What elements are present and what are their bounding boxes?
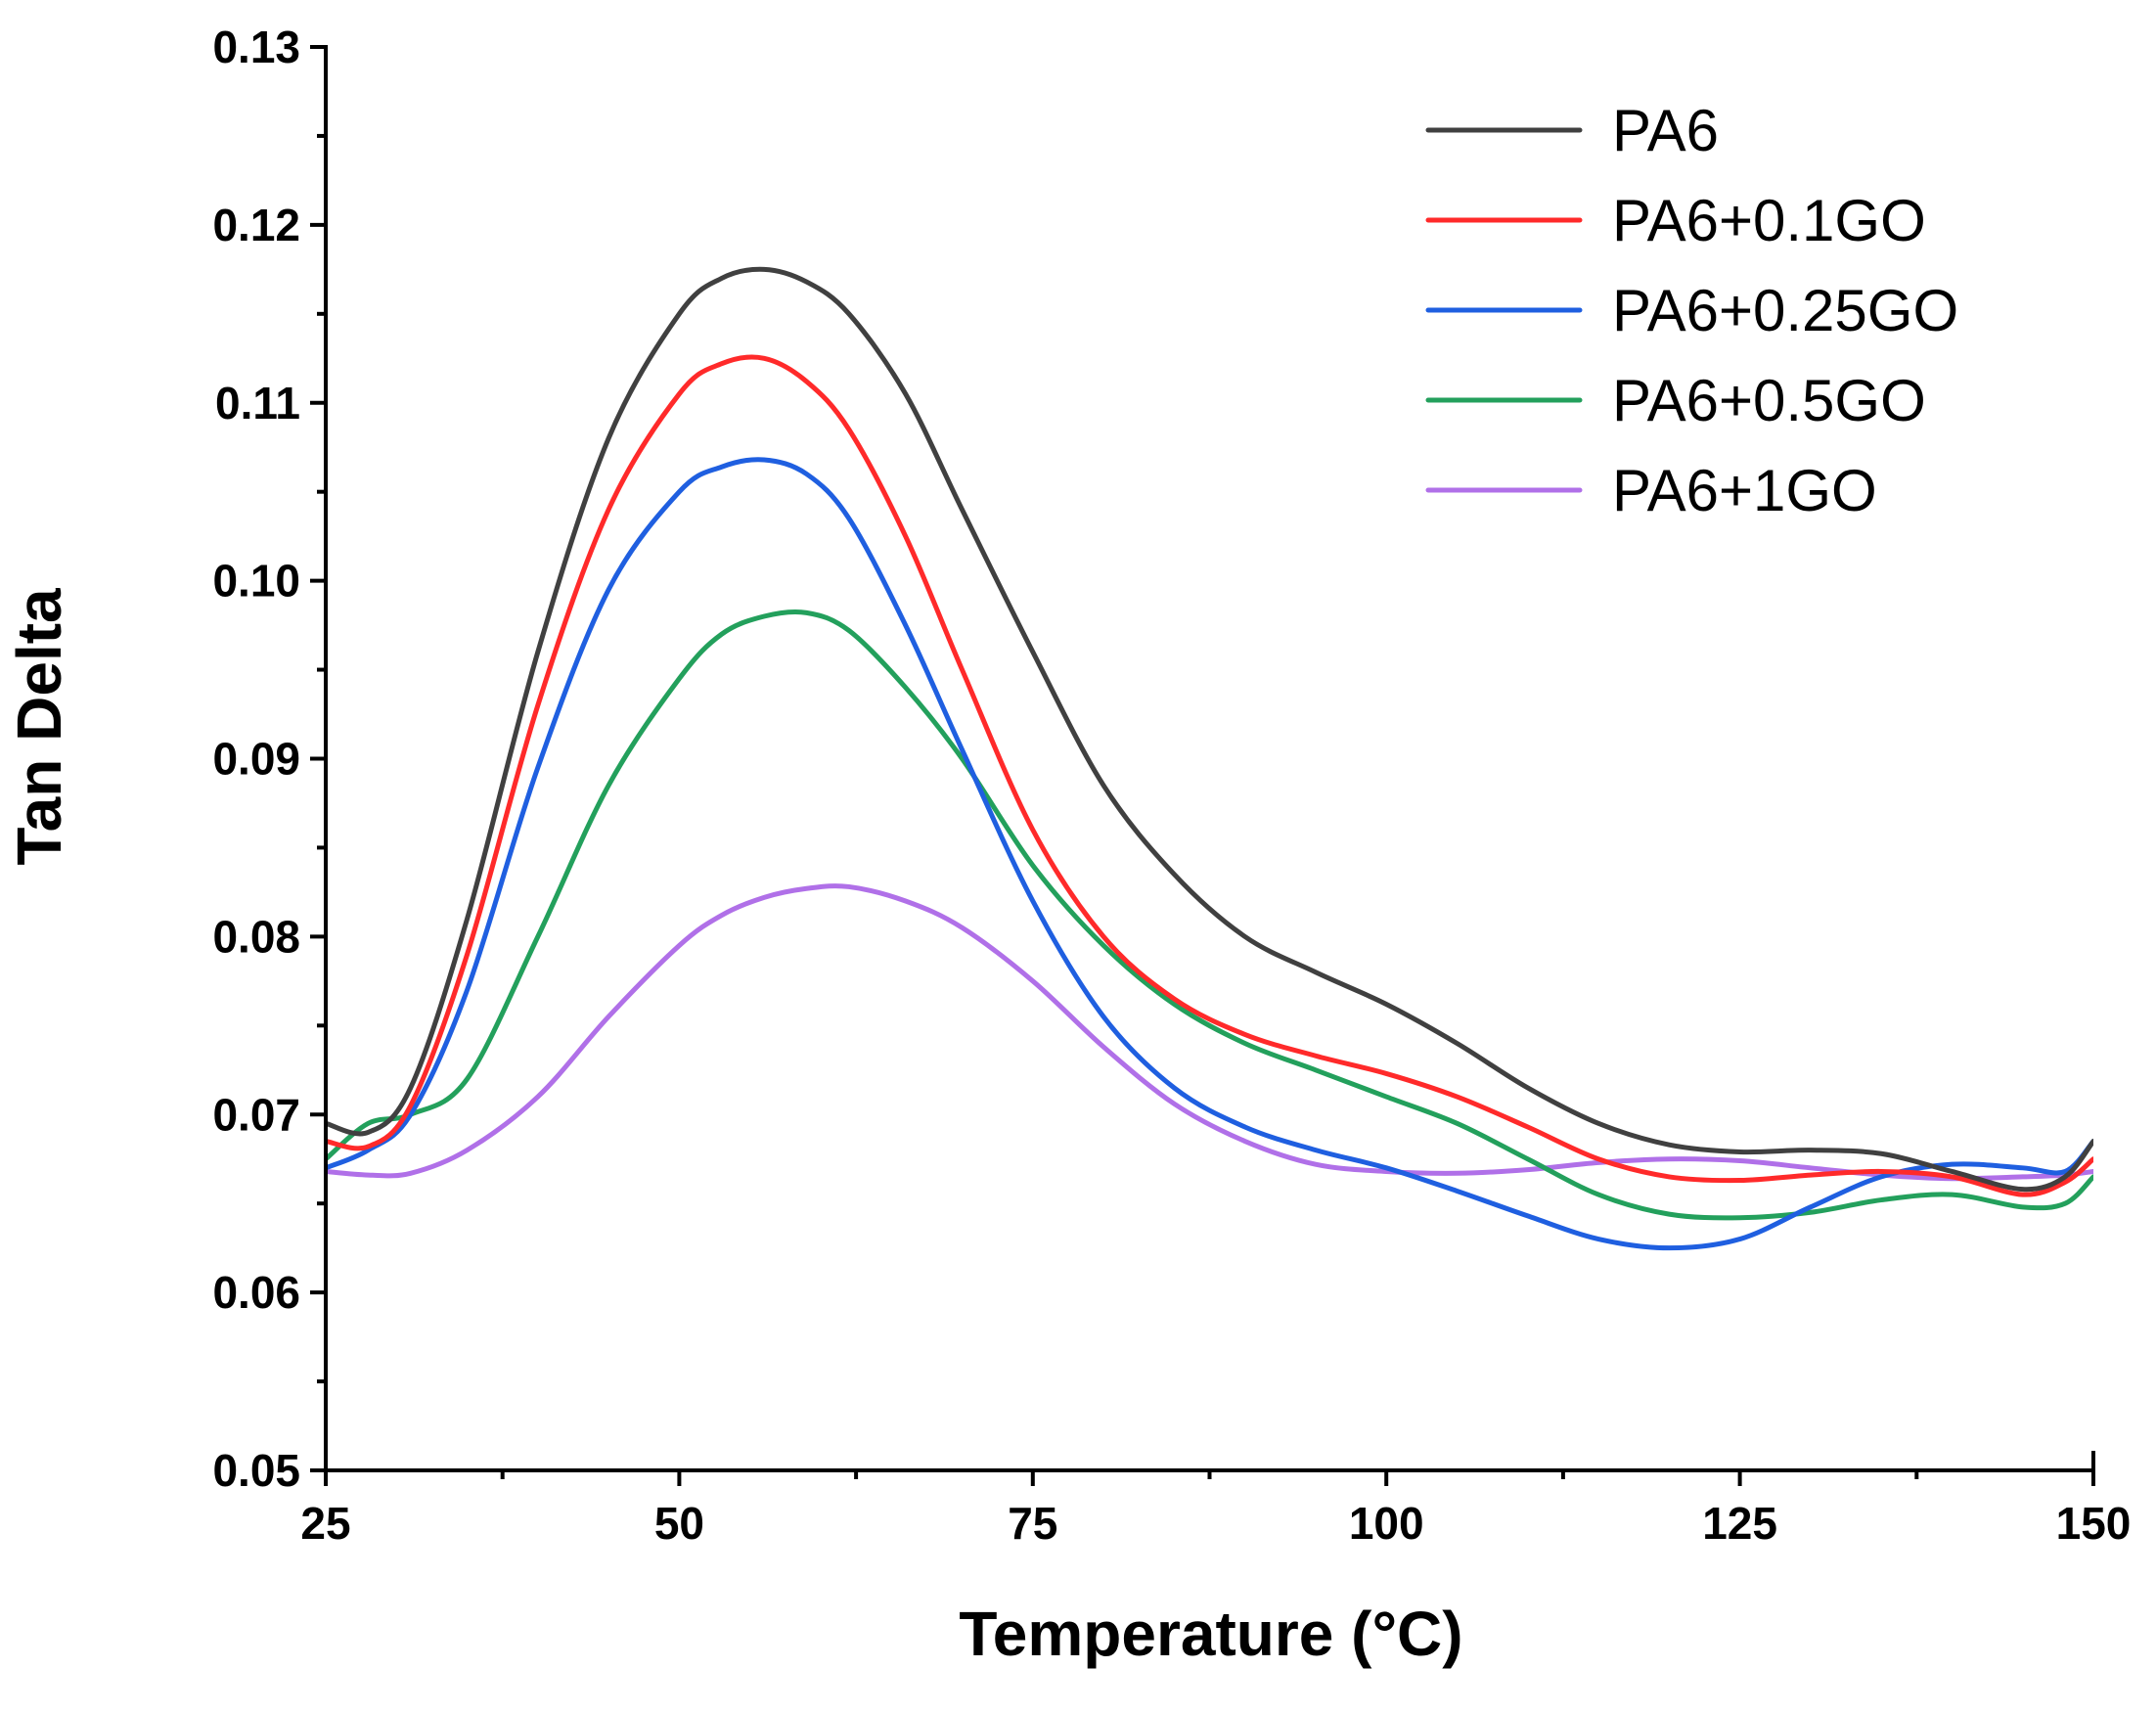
y-tick-label: 0.05 [212, 1445, 300, 1496]
series-layer [326, 266, 2093, 1251]
legend-label: PA6+0.5GO [1612, 368, 1926, 433]
x-tick-label: 100 [1349, 1498, 1424, 1549]
y-tick-label: 0.08 [212, 911, 300, 962]
legend: PA6 PA6+0.1GO PA6+0.25GO PA6+0.5GO PA6+1GO [1425, 98, 1958, 523]
series-line-pa6-0-25go [326, 457, 2093, 1251]
y-tick-label: 0.10 [212, 556, 300, 607]
legend-label: PA6+0.25GO [1612, 278, 1958, 343]
x-tick-label: 125 [1702, 1498, 1777, 1549]
y-tick-label: 0.12 [212, 200, 300, 250]
legend-label: PA6 [1612, 98, 1719, 163]
x-tick-label: 150 [2056, 1498, 2132, 1549]
y-tick-label: 0.06 [212, 1267, 300, 1318]
x-tick-label: 75 [1008, 1498, 1057, 1549]
x-tick-label: 50 [654, 1498, 704, 1549]
series-line-pa6-0-1go [326, 354, 2093, 1197]
legend-label: PA6+0.1GO [1612, 188, 1926, 253]
series-line-pa6 [326, 266, 2093, 1193]
y-tick-label: 0.13 [212, 22, 300, 72]
x-tick-label: 25 [300, 1498, 350, 1549]
legend-label: PA6+1GO [1612, 458, 1877, 523]
axes-layer: 0.05 0.06 0.07 0.08 0.09 0.10 0.11 0.12 0.13 25 50… [212, 22, 2131, 1549]
y-tick-label: 0.11 [215, 378, 300, 428]
y-tick-label: 0.09 [212, 734, 300, 785]
y-tick-label: 0.07 [212, 1089, 300, 1140]
series-line-pa6-1go [326, 883, 2093, 1182]
x-axis-title: Temperature (°C) [959, 1599, 1462, 1669]
y-axis-title: Tan Delta [4, 588, 74, 866]
series-lines [326, 266, 2093, 1251]
